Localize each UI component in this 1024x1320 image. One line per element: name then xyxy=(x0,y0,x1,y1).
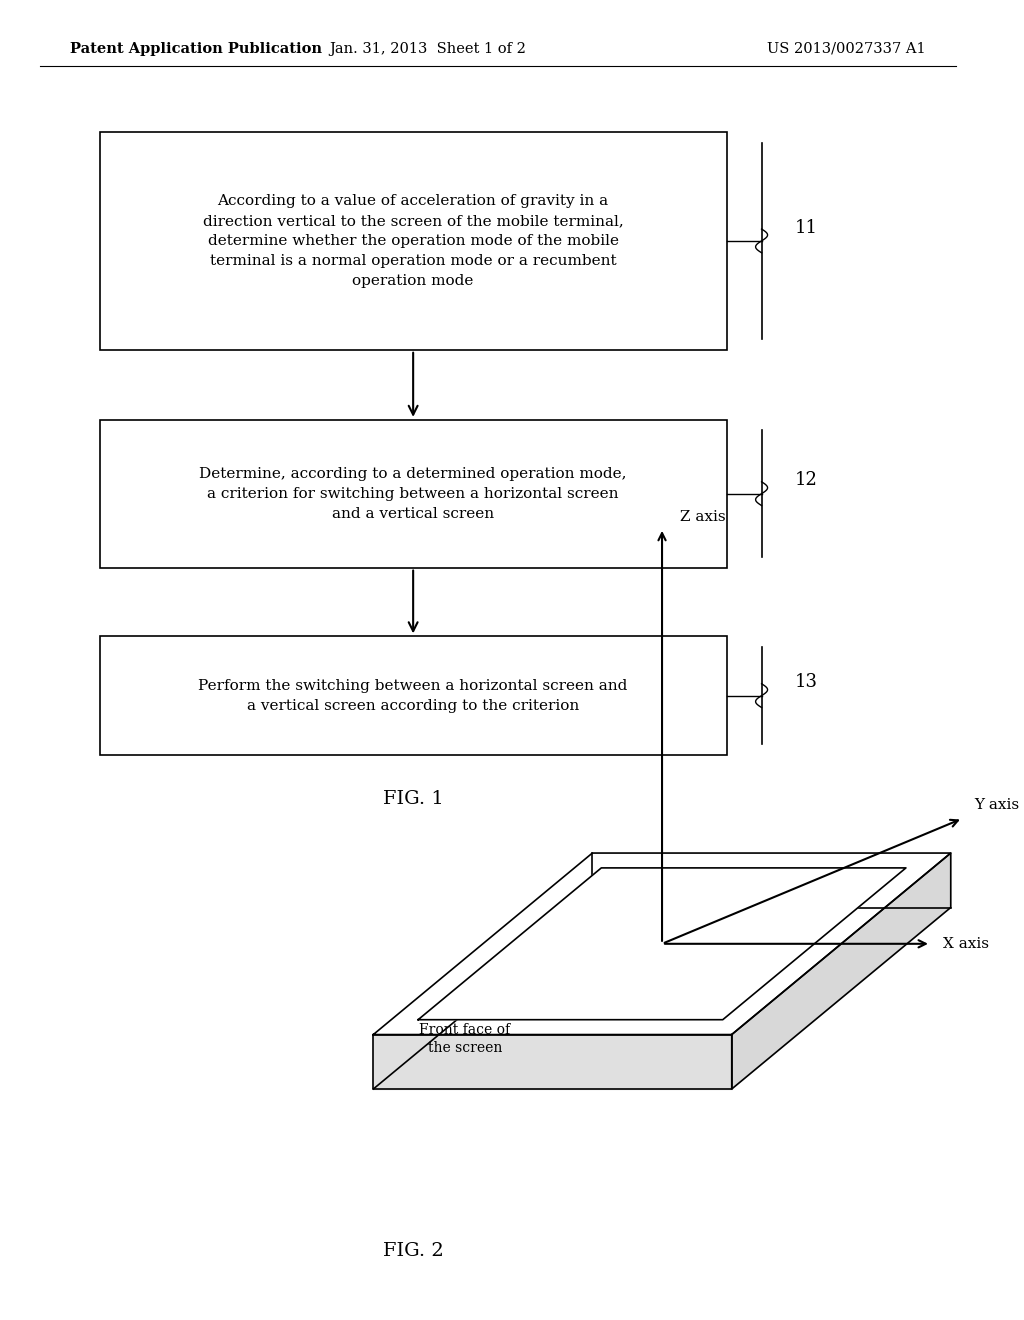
Text: US 2013/0027337 A1: US 2013/0027337 A1 xyxy=(767,42,926,55)
Text: Z axis: Z axis xyxy=(680,510,726,524)
Polygon shape xyxy=(374,853,950,1035)
Text: 12: 12 xyxy=(795,471,818,490)
Polygon shape xyxy=(732,853,950,1089)
Text: 13: 13 xyxy=(795,673,818,692)
Text: FIG. 2: FIG. 2 xyxy=(383,1242,443,1261)
Bar xyxy=(99,420,727,568)
Polygon shape xyxy=(418,869,906,1019)
Text: Y axis: Y axis xyxy=(975,797,1020,812)
Text: 11: 11 xyxy=(795,219,818,236)
Text: X axis: X axis xyxy=(943,937,989,950)
Text: FIG. 1: FIG. 1 xyxy=(383,789,443,808)
Text: Perform the switching between a horizontal screen and
a vertical screen accordin: Perform the switching between a horizont… xyxy=(199,678,628,713)
Text: According to a value of acceleration of gravity in a
direction vertical to the s: According to a value of acceleration of … xyxy=(203,194,624,288)
Text: Patent Application Publication: Patent Application Publication xyxy=(70,42,322,55)
Text: Front face of
the screen: Front face of the screen xyxy=(420,1023,511,1056)
Polygon shape xyxy=(374,1035,732,1089)
Text: Jan. 31, 2013  Sheet 1 of 2: Jan. 31, 2013 Sheet 1 of 2 xyxy=(330,42,526,55)
Bar xyxy=(99,132,727,350)
Bar xyxy=(99,636,727,755)
Text: Determine, according to a determined operation mode,
a criterion for switching b: Determine, according to a determined ope… xyxy=(200,467,627,520)
